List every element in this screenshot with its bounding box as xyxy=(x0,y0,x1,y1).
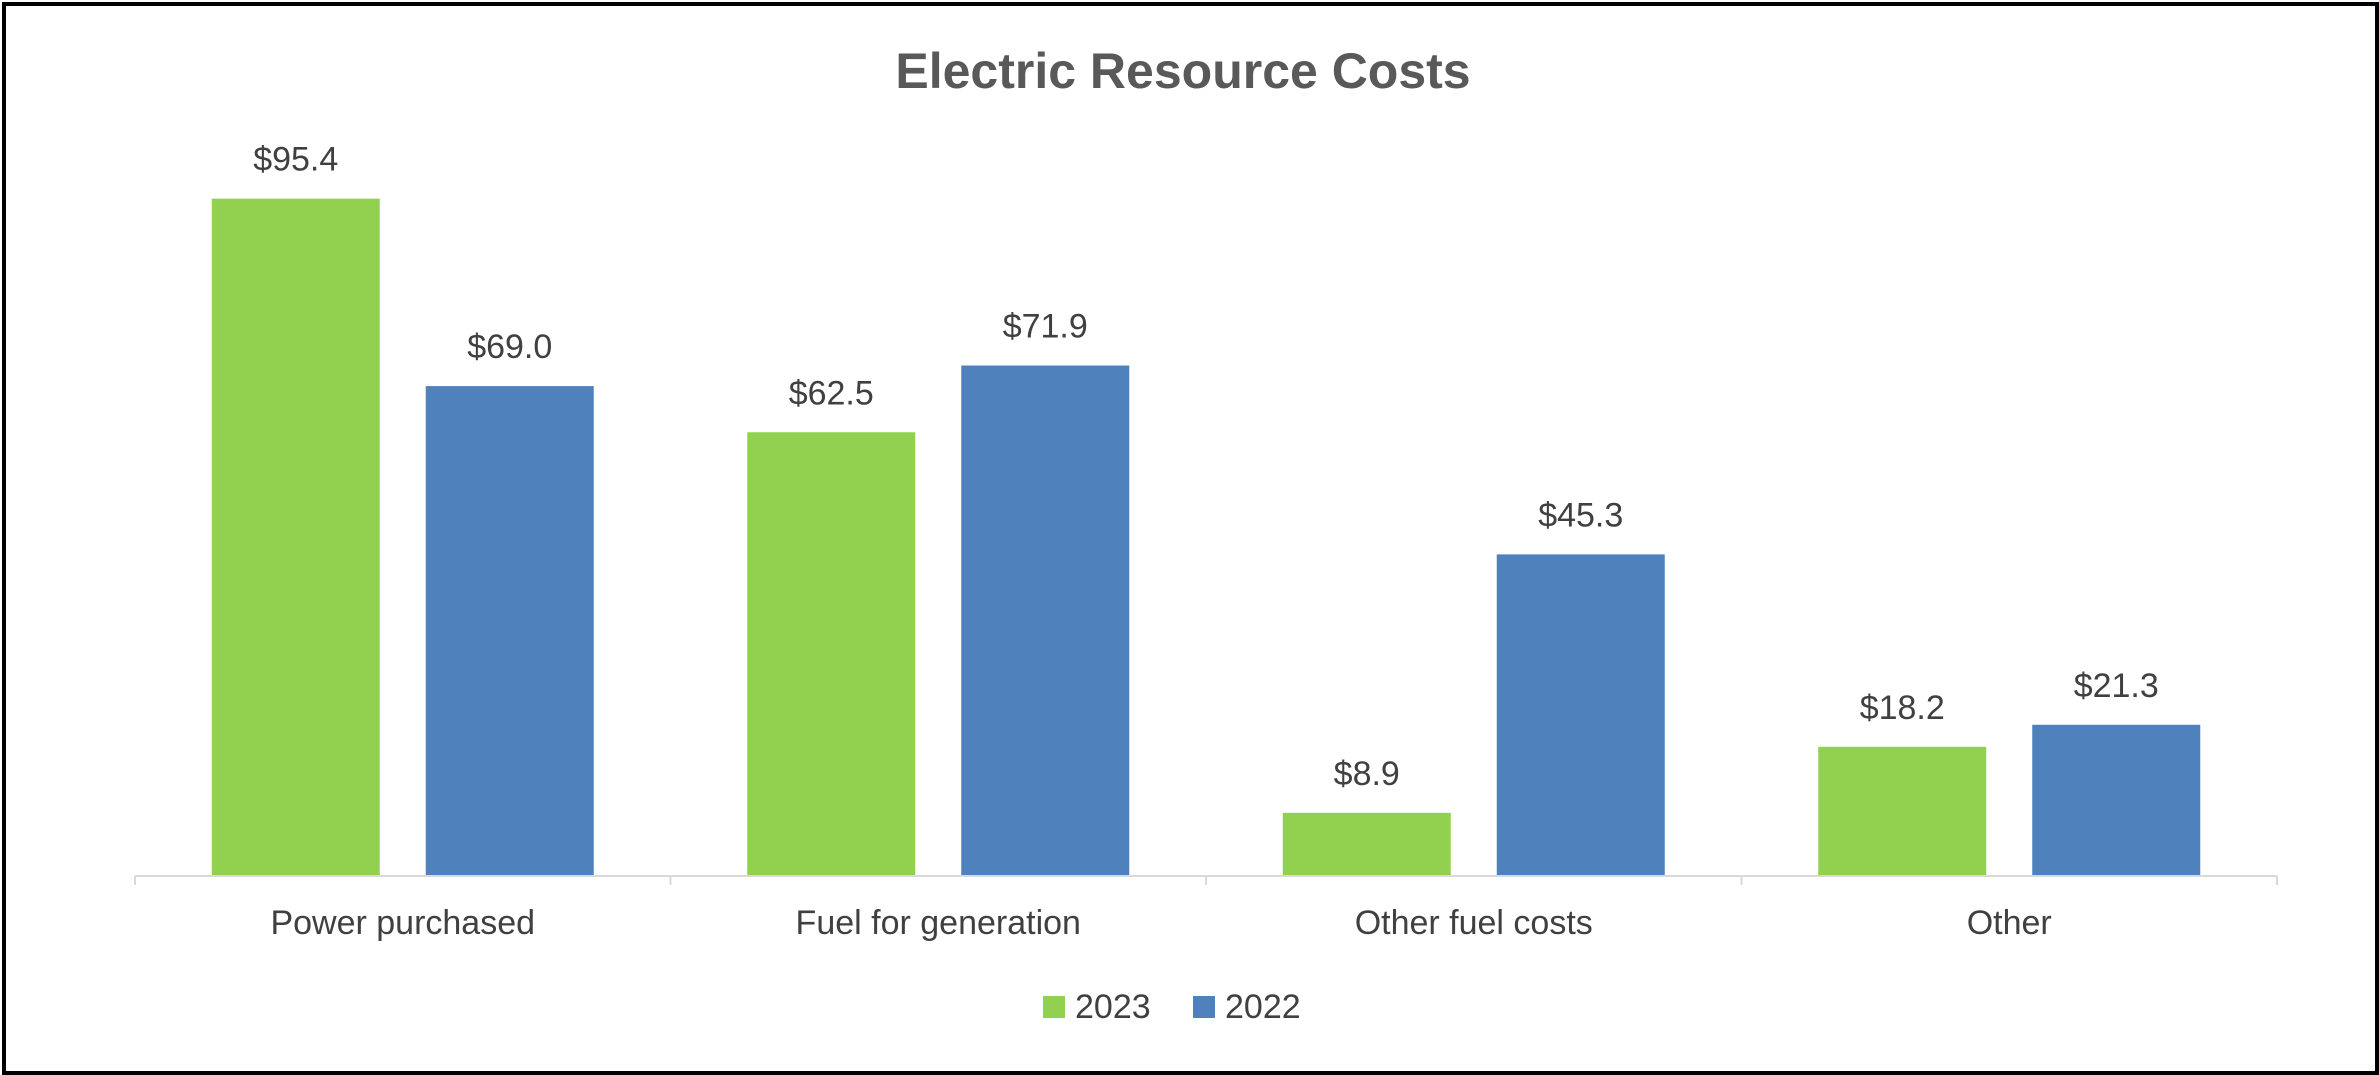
bar-2023-0 xyxy=(211,198,380,876)
bar-2022-1 xyxy=(961,365,1130,876)
data-label: $21.3 xyxy=(2074,667,2159,705)
bar-2023-2 xyxy=(1282,812,1451,876)
legend-label: 2022 xyxy=(1225,988,1301,1026)
data-label: $18.2 xyxy=(1860,689,1945,727)
data-label: $8.9 xyxy=(1334,755,1400,793)
x-axis: Power purchased Fuel for generation Other … xyxy=(134,875,2278,942)
data-label: $62.5 xyxy=(789,374,874,412)
data-label: $71.9 xyxy=(1003,308,1088,346)
bar-2022-2 xyxy=(1496,554,1665,876)
bar-2022-3 xyxy=(2032,724,2201,876)
legend-label: 2023 xyxy=(1075,988,1151,1026)
category-label: Other fuel costs xyxy=(1355,904,1593,942)
bars-group: $95.4 $69.0 $62.5 $71.9 $8.9 $45.3 $18.2 $21.3 xyxy=(211,141,2201,876)
bar-2023-3 xyxy=(1818,746,1987,876)
bar-2022-0 xyxy=(425,386,594,876)
legend-swatch-2023 xyxy=(1043,996,1065,1018)
data-label: $95.4 xyxy=(253,141,338,179)
data-label: $69.0 xyxy=(467,328,552,366)
category-label: Power purchased xyxy=(270,904,535,942)
bar-2023-1 xyxy=(747,432,916,876)
data-label: $45.3 xyxy=(1538,496,1623,534)
category-label: Fuel for generation xyxy=(796,904,1081,942)
chart-title: Electric Resource Costs xyxy=(895,43,1470,99)
legend: 2023 2022 xyxy=(1043,988,1301,1026)
legend-swatch-2022 xyxy=(1193,996,1215,1018)
category-label: Other xyxy=(1967,904,2052,942)
